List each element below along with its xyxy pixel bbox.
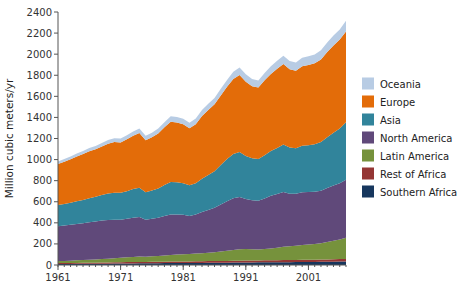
legend: Oceania Europe Asia North America Latin Amer…: [362, 78, 457, 198]
x-minor-tick: [208, 265, 209, 267]
x-minor-tick: [202, 265, 203, 267]
legend-swatch: [362, 96, 374, 108]
x-minor-tick: [252, 265, 253, 267]
x-tick-label: 1981: [170, 272, 195, 283]
y-tick: [54, 138, 58, 139]
x-minor-tick: [270, 265, 271, 267]
x-minor-tick: [95, 265, 96, 267]
x-minor-tick: [164, 265, 165, 267]
x-minor-tick: [320, 265, 321, 267]
x-minor-tick: [227, 265, 228, 267]
legend-label: Latin America: [380, 151, 449, 162]
x-minor-tick: [195, 265, 196, 267]
x-minor-tick: [158, 265, 159, 267]
legend-label: Europe: [380, 97, 415, 108]
y-tick-label: 800: [33, 175, 52, 186]
y-tick-label: 1800: [27, 70, 52, 81]
y-tick-label: 400: [33, 217, 52, 228]
x-minor-tick: [108, 265, 109, 267]
y-tick-label: 1400: [27, 112, 52, 123]
legend-label: Rest of Africa: [380, 169, 446, 180]
legend-label: Oceania: [380, 79, 421, 90]
y-tick-label: 200: [33, 238, 52, 249]
x-minor-tick: [289, 265, 290, 267]
y-tick: [54, 159, 58, 160]
x-minor-tick: [327, 265, 328, 267]
legend-swatch: [362, 114, 374, 126]
x-minor-tick: [133, 265, 134, 267]
y-axis-label: Million cubic meters/yr: [3, 78, 15, 198]
legend-swatch: [362, 132, 374, 144]
x-minor-tick: [314, 265, 315, 267]
x-minor-tick: [220, 265, 221, 267]
x-minor-tick: [70, 265, 71, 267]
x-tick: [120, 265, 121, 270]
legend-label: North America: [380, 133, 452, 144]
y-tick-label: 1600: [27, 91, 52, 102]
legend-label: Southern Africa: [380, 187, 457, 198]
x-tick-label: 1971: [108, 272, 133, 283]
area-series: [58, 31, 346, 205]
y-tick: [54, 117, 58, 118]
x-tick: [58, 265, 59, 270]
area-series: [58, 21, 346, 164]
x-minor-tick: [346, 265, 347, 267]
areas: [58, 21, 346, 265]
y-tick: [54, 96, 58, 97]
x-minor-tick: [295, 265, 296, 267]
x-minor-tick: [145, 265, 146, 267]
x-tick-label: 2001: [296, 272, 321, 283]
x-minor-tick: [101, 265, 102, 267]
x-minor-tick: [258, 265, 259, 267]
x-minor-tick: [126, 265, 127, 267]
y-tick-label: 2400: [27, 7, 52, 18]
x-minor-tick: [139, 265, 140, 267]
x-minor-tick: [302, 265, 303, 267]
y-tick-label: 1200: [27, 133, 52, 144]
y-tick: [54, 54, 58, 55]
x-tick: [245, 265, 246, 270]
x-minor-tick: [339, 265, 340, 267]
x-minor-tick: [114, 265, 115, 267]
x-minor-tick: [239, 265, 240, 267]
x-minor-tick: [189, 265, 190, 267]
x-minor-tick: [76, 265, 77, 267]
x-minor-tick: [233, 265, 234, 267]
x-minor-tick: [83, 265, 84, 267]
y-tick: [54, 265, 58, 266]
x-minor-tick: [176, 265, 177, 267]
y-tick: [54, 12, 58, 13]
x-minor-tick: [64, 265, 65, 267]
x-tick: [183, 265, 184, 270]
legend-swatch: [362, 150, 374, 162]
legend-swatch: [362, 186, 374, 198]
x-minor-tick: [283, 265, 284, 267]
x-tick-label: 1991: [233, 272, 258, 283]
y-tick: [54, 201, 58, 202]
legend-label: Asia: [380, 115, 401, 126]
x-tick: [308, 265, 309, 270]
x-minor-tick: [170, 265, 171, 267]
y-tick: [54, 222, 58, 223]
x-minor-tick: [214, 265, 215, 267]
y-tick-label: 2200: [27, 28, 52, 39]
y-tick-label: 600: [33, 196, 52, 207]
x-minor-tick: [277, 265, 278, 267]
x-tick-label: 1961: [45, 272, 70, 283]
x-minor-tick: [89, 265, 90, 267]
legend-swatch: [362, 78, 374, 90]
y-tick: [54, 75, 58, 76]
y-tick: [54, 33, 58, 34]
y-tick-label: 2000: [27, 49, 52, 60]
x-minor-tick: [264, 265, 265, 267]
legend-swatch: [362, 168, 374, 180]
y-tick: [54, 243, 58, 244]
y-tick: [54, 180, 58, 181]
y-tick-label: 0: [46, 260, 52, 271]
x-minor-tick: [151, 265, 152, 267]
y-tick-label: 1000: [27, 154, 52, 165]
x-minor-tick: [333, 265, 334, 267]
chart: 0 200 400 600 800 1000 1200 1400 1600 1800 2000 220…: [0, 0, 470, 295]
